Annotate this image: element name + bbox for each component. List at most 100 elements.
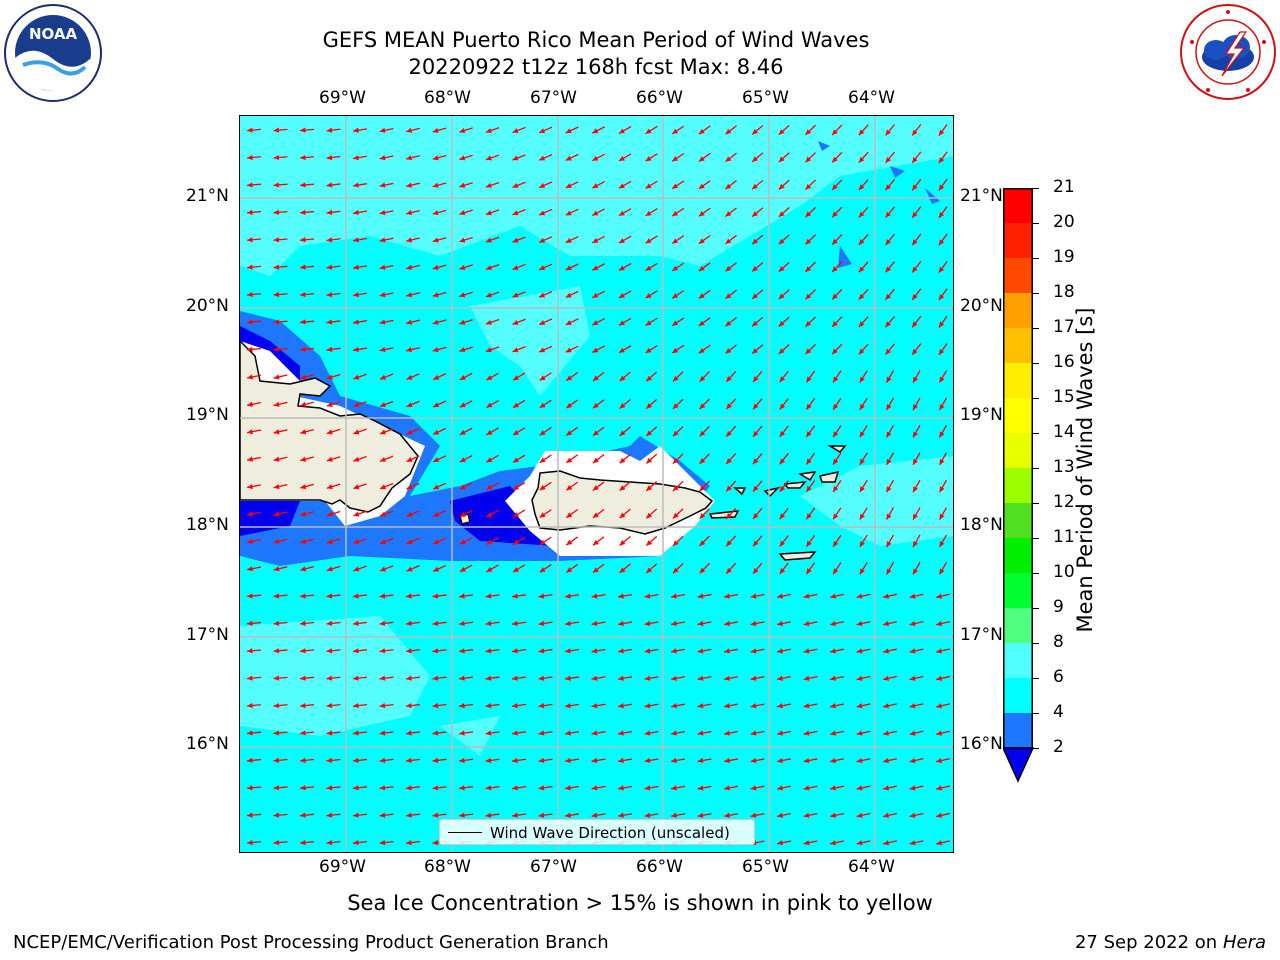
wind-wave-arrow-head bbox=[883, 730, 889, 736]
wind-wave-arrow-head bbox=[379, 511, 386, 517]
colorbar-segment bbox=[1003, 363, 1033, 399]
wind-wave-arrow-head bbox=[273, 648, 280, 654]
wind-wave-arrow-head bbox=[592, 292, 599, 298]
colorbar-tick-label: 9 bbox=[1053, 597, 1064, 617]
wind-wave-arrow-head bbox=[273, 484, 280, 490]
wind-wave-arrow-head bbox=[406, 840, 412, 846]
wind-wave-arrow-head bbox=[379, 839, 386, 846]
wind-wave-arrow-head bbox=[273, 346, 280, 352]
wind-wave-arrow-head bbox=[858, 184, 865, 190]
wind-wave-arrow-head bbox=[698, 156, 705, 162]
wind-wave-arrow-head bbox=[833, 513, 839, 520]
wind-wave-arrow-head bbox=[592, 402, 599, 409]
wind-wave-arrow-head bbox=[538, 648, 545, 654]
wind-wave-arrow-head bbox=[830, 785, 836, 791]
wind-wave-arrow-head bbox=[512, 593, 518, 599]
wind-wave-arrow-head bbox=[858, 211, 865, 218]
wind-wave-arrow-head bbox=[459, 237, 466, 243]
wind-wave-arrow-head bbox=[672, 347, 679, 354]
wind-wave-arrow-head bbox=[459, 539, 466, 545]
wind-wave-arrow-head bbox=[485, 292, 492, 298]
wind-wave-arrow-head bbox=[379, 456, 386, 462]
organization-credit: NCEP/EMC/Verification Post Processing Pr… bbox=[13, 932, 609, 953]
wind-wave-arrow-head bbox=[512, 675, 518, 681]
wind-wave-arrow-head bbox=[805, 348, 812, 355]
wind-wave-arrow-head bbox=[406, 703, 412, 709]
wind-wave-arrow-head bbox=[619, 430, 626, 436]
wind-wave-arrow-head bbox=[485, 237, 492, 243]
wind-wave-arrow-head bbox=[644, 675, 651, 681]
wind-wave-arrow-head bbox=[858, 321, 865, 327]
wind-wave-arrow-head bbox=[539, 457, 546, 463]
wind-wave-arrow-head bbox=[938, 348, 945, 355]
wind-wave-arrow-head bbox=[698, 348, 705, 354]
wind-wave-arrow-head bbox=[883, 648, 889, 654]
wind-wave-arrow-head bbox=[432, 730, 439, 736]
wind-wave-arrow-head bbox=[353, 429, 360, 435]
wind-wave-arrow-head bbox=[591, 785, 598, 791]
graticule bbox=[240, 116, 953, 852]
wind-wave-arrow-head bbox=[644, 593, 651, 599]
wind-wave-arrow-head bbox=[300, 812, 306, 818]
colorbar-segment bbox=[1003, 328, 1033, 364]
wind-wave-arrow-head bbox=[433, 457, 440, 462]
wind-wave-arrow-head bbox=[539, 320, 546, 325]
wind-wave-arrow-head bbox=[672, 128, 679, 134]
colorbar-tick-label: 10 bbox=[1053, 562, 1075, 582]
wind-wave-arrow-head bbox=[353, 264, 359, 270]
wind-wave-arrow-head bbox=[379, 620, 386, 626]
wind-wave-arrow-head bbox=[379, 757, 386, 763]
lat-label-left: 17°N bbox=[186, 625, 229, 645]
wind-wave-arrow-head bbox=[247, 209, 253, 215]
wind-wave-arrow-head bbox=[909, 621, 916, 627]
wind-wave-arrow-head bbox=[672, 512, 679, 519]
wind-wave-arrow-head bbox=[406, 210, 413, 216]
wind-wave-arrow-head bbox=[353, 402, 360, 407]
wind-wave-arrow-head bbox=[803, 620, 810, 627]
wind-wave-arrow-head bbox=[353, 511, 360, 517]
wind-wave-arrow-head bbox=[300, 839, 306, 846]
wind-wave-arrow-head bbox=[406, 511, 413, 517]
wind-wave-arrow-head bbox=[885, 293, 891, 300]
wind-wave-arrow-head bbox=[591, 675, 598, 681]
wind-wave-arrow-head bbox=[752, 129, 758, 135]
wind-wave-arrow-head bbox=[539, 183, 546, 188]
wind-wave-arrow-head bbox=[752, 320, 758, 327]
colorbar-segment bbox=[1003, 573, 1033, 609]
wind-wave-arrow-head bbox=[671, 593, 677, 599]
wind-wave-arrow-head bbox=[485, 757, 492, 764]
wind-wave-arrow-head bbox=[833, 376, 839, 383]
wind-wave-arrow-head bbox=[859, 568, 865, 575]
lon-label-bottom: 66°W bbox=[636, 857, 683, 877]
wind-wave-arrow-head bbox=[486, 375, 493, 381]
wind-wave-arrow-head bbox=[698, 293, 705, 299]
wind-wave-arrow-head bbox=[726, 567, 732, 574]
wind-wave-arrow-head bbox=[699, 512, 706, 519]
wind-wave-arrow-head bbox=[618, 620, 624, 627]
wind-wave-arrow-head bbox=[618, 593, 624, 599]
wind-wave-arrow-head bbox=[830, 593, 836, 599]
wind-wave-arrow-head bbox=[886, 458, 892, 465]
wind-wave-arrow-head bbox=[512, 703, 518, 709]
wind-wave-arrow-head bbox=[432, 620, 439, 626]
wind-wave-arrow-head bbox=[671, 730, 677, 736]
wind-wave-arrow-head bbox=[326, 620, 333, 626]
wind-wave-arrow-head bbox=[805, 266, 812, 272]
wind-wave-arrow-head bbox=[406, 539, 413, 545]
colorbar-segment bbox=[1003, 643, 1033, 679]
wind-wave-arrow-head bbox=[592, 128, 599, 134]
wind-wave-arrow-head bbox=[433, 484, 440, 490]
wind-wave-arrow-head bbox=[856, 730, 863, 736]
wind-wave-arrow-head bbox=[513, 375, 519, 381]
wind-wave-arrow-head bbox=[939, 568, 945, 575]
wind-wave-arrow-head bbox=[832, 184, 838, 190]
wind-wave-arrow-head bbox=[512, 237, 519, 243]
wind-wave-arrow-head bbox=[750, 620, 757, 627]
wind-wave-arrow-head bbox=[379, 429, 386, 435]
wind-wave-arrow-head bbox=[592, 155, 599, 161]
wind-wave-arrow-head bbox=[886, 568, 892, 575]
wind-wave-arrow-head bbox=[938, 239, 945, 246]
colorbar-tick-mark bbox=[1033, 293, 1039, 294]
wind-wave-arrow-head bbox=[539, 292, 546, 298]
wind-wave-arrow-head bbox=[777, 812, 783, 818]
